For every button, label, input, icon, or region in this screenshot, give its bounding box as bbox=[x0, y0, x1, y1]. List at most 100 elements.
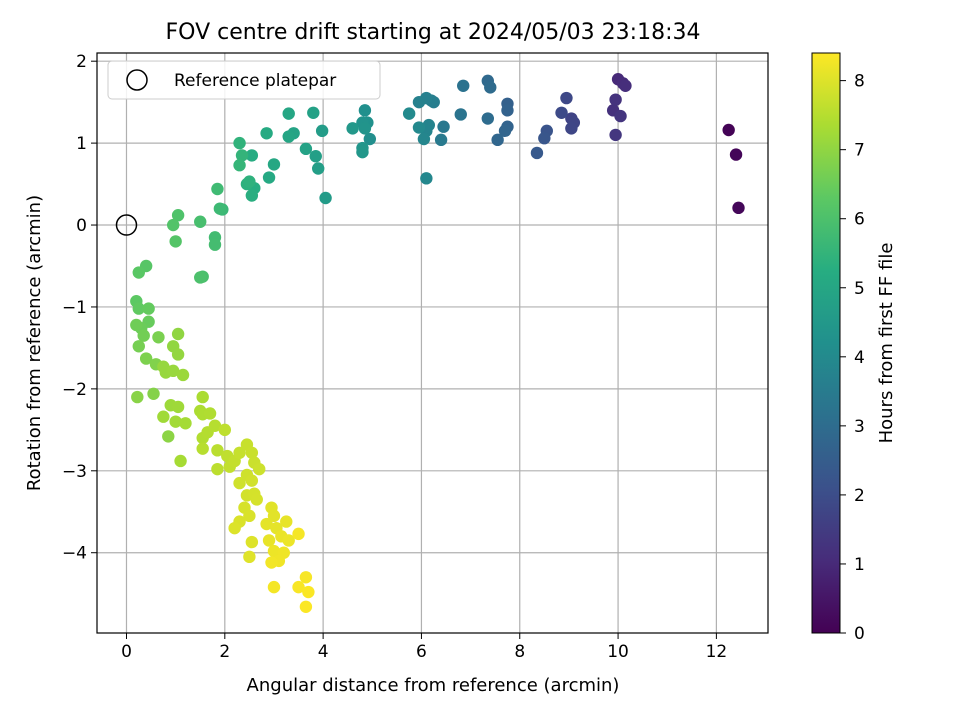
data-point bbox=[292, 580, 305, 594]
data-point bbox=[358, 104, 372, 117]
x-tick-label: 4 bbox=[318, 642, 329, 662]
data-point bbox=[457, 79, 470, 92]
y-tick-label: 0 bbox=[76, 216, 87, 236]
data-point bbox=[174, 454, 187, 468]
data-point bbox=[245, 535, 259, 549]
data-point bbox=[454, 108, 467, 121]
y-tick-label: −4 bbox=[62, 544, 87, 564]
data-point bbox=[233, 159, 246, 172]
data-point bbox=[732, 201, 745, 215]
data-point bbox=[171, 348, 185, 361]
data-point bbox=[203, 407, 217, 420]
data-point bbox=[282, 534, 295, 547]
x-axis-label: Angular distance from reference (arcmin) bbox=[247, 675, 620, 696]
data-point bbox=[267, 544, 281, 558]
colorbar-tick-label: 0 bbox=[854, 624, 865, 644]
data-point bbox=[250, 493, 263, 506]
data-point bbox=[131, 390, 144, 404]
data-point bbox=[162, 430, 175, 443]
data-point bbox=[211, 444, 224, 457]
y-tick-label: −3 bbox=[62, 462, 87, 482]
data-point bbox=[233, 136, 246, 150]
colorbar-tick-label: 6 bbox=[854, 210, 865, 230]
data-point bbox=[530, 146, 544, 160]
data-point bbox=[228, 521, 241, 535]
data-point bbox=[265, 556, 278, 569]
data-point bbox=[169, 235, 182, 248]
data-point bbox=[267, 509, 281, 523]
data-point bbox=[307, 106, 320, 120]
data-point bbox=[233, 476, 246, 490]
colorbar-tick-label: 1 bbox=[854, 555, 865, 575]
data-point bbox=[267, 158, 281, 171]
data-point bbox=[565, 122, 578, 135]
data-point bbox=[166, 218, 180, 232]
data-point bbox=[315, 124, 329, 138]
data-point bbox=[211, 182, 224, 196]
data-point bbox=[498, 124, 512, 138]
colorbar: 0 1 2 3 4 5 6 7 8 Hours from first FF file bbox=[811, 52, 897, 644]
colorbar-tick-label: 7 bbox=[854, 141, 865, 161]
data-point bbox=[196, 390, 209, 404]
data-point bbox=[260, 127, 273, 140]
colorbar-tick-label: 5 bbox=[854, 279, 865, 299]
legend-marker-icon bbox=[126, 69, 148, 91]
y-axis-label: Rotation from reference (arcmin) bbox=[24, 195, 45, 491]
y-axis-ticks: −4 −3 −2 −1 0 1 2 bbox=[62, 52, 97, 564]
data-point bbox=[171, 209, 185, 222]
data-point bbox=[292, 527, 305, 541]
data-point bbox=[555, 106, 568, 120]
reference-platepar-marker bbox=[115, 214, 138, 236]
data-point bbox=[356, 145, 369, 159]
data-point bbox=[253, 462, 266, 476]
data-point bbox=[132, 266, 145, 279]
data-point bbox=[137, 329, 150, 342]
data-point bbox=[722, 123, 735, 137]
data-point bbox=[233, 446, 246, 459]
data-point bbox=[243, 509, 256, 523]
data-point bbox=[560, 91, 573, 105]
data-point bbox=[213, 202, 227, 215]
colorbar-label: Hours from first FF file bbox=[876, 243, 897, 444]
data-point bbox=[243, 175, 256, 188]
colorbar-tick-label: 2 bbox=[854, 486, 865, 506]
data-point bbox=[437, 120, 450, 133]
data-point bbox=[245, 446, 259, 459]
legend: Reference platepar bbox=[107, 60, 381, 100]
data-point bbox=[169, 415, 182, 428]
data-point bbox=[147, 387, 160, 400]
data-point bbox=[481, 112, 495, 125]
colorbar-tick-label: 3 bbox=[854, 417, 865, 437]
data-point bbox=[208, 238, 222, 251]
colorbar-ticks: 0 1 2 3 4 5 6 7 8 bbox=[840, 72, 865, 644]
data-point bbox=[420, 172, 433, 185]
data-point bbox=[194, 271, 207, 284]
data-point bbox=[538, 131, 551, 145]
data-point bbox=[194, 215, 207, 228]
data-point bbox=[319, 191, 332, 205]
y-tick-label: −2 bbox=[62, 380, 87, 400]
x-tick-label: 8 bbox=[514, 642, 525, 662]
colorbar-tick-label: 4 bbox=[854, 348, 865, 368]
plot-frame bbox=[96, 52, 769, 634]
data-point bbox=[312, 162, 325, 175]
data-point bbox=[484, 81, 497, 94]
data-point bbox=[267, 580, 281, 594]
data-point bbox=[309, 150, 322, 163]
y-tick-label: −1 bbox=[62, 298, 87, 318]
grid-lines bbox=[97, 53, 768, 633]
data-point bbox=[245, 149, 259, 162]
x-tick-label: 12 bbox=[706, 642, 728, 662]
data-point bbox=[299, 142, 313, 156]
colorbar-gradient bbox=[811, 52, 841, 634]
data-point bbox=[412, 121, 426, 134]
data-point bbox=[142, 302, 155, 315]
x-tick-label: 10 bbox=[607, 642, 629, 662]
data-point bbox=[282, 130, 295, 143]
data-point bbox=[434, 133, 448, 147]
data-point bbox=[491, 133, 504, 147]
data-point bbox=[412, 95, 426, 109]
data-point bbox=[262, 534, 276, 547]
data-point bbox=[299, 600, 313, 613]
